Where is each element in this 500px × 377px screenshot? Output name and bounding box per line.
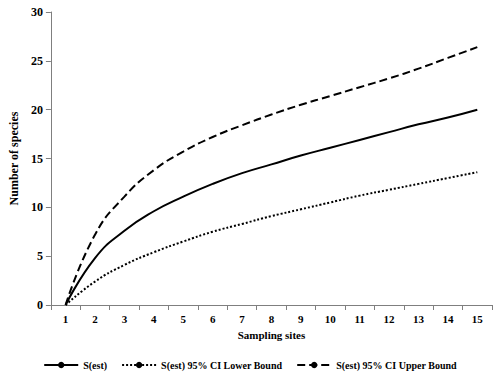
svg-text:5: 5 [37,249,43,263]
svg-text:S(est) 95% CI Lower Bound: S(est) 95% CI Lower Bound [161,360,282,372]
svg-text:5: 5 [180,313,186,325]
svg-text:20: 20 [31,103,43,117]
svg-text:11: 11 [354,313,364,325]
svg-text:1: 1 [63,313,69,325]
svg-text:4: 4 [151,313,157,325]
svg-text:15: 15 [31,152,43,166]
svg-text:15: 15 [472,313,484,325]
svg-text:7: 7 [239,313,245,325]
svg-text:12: 12 [384,313,396,325]
svg-text:14: 14 [442,313,454,325]
svg-text:30: 30 [31,5,43,19]
svg-text:9: 9 [298,313,304,325]
svg-text:10: 10 [31,200,43,214]
svg-text:6: 6 [210,313,216,325]
svg-text:8: 8 [269,313,275,325]
svg-text:Sampling sites: Sampling sites [238,329,306,341]
svg-text:S(est) 95% CI Upper Bound: S(est) 95% CI Upper Bound [336,360,457,372]
svg-text:13: 13 [413,313,425,325]
svg-text:0: 0 [37,298,43,312]
svg-text:25: 25 [31,54,43,68]
svg-text:2: 2 [92,313,98,325]
svg-text:Number of species: Number of species [7,111,21,205]
svg-text:S(est): S(est) [83,360,107,372]
svg-text:10: 10 [325,313,337,325]
svg-text:3: 3 [122,313,128,325]
